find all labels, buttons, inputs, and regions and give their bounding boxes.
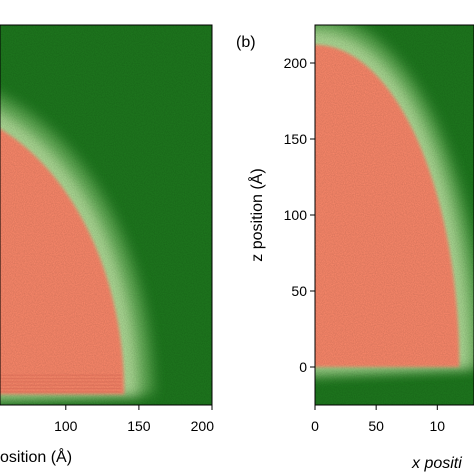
panel-b-y-tick-label: 50 bbox=[291, 283, 307, 299]
panel-a-layer-stripe bbox=[0, 391, 122, 393]
panel-b-x-tick-label: 0 bbox=[311, 418, 319, 434]
panel-a-layering bbox=[0, 374, 122, 393]
panel-a-x-axis-title: osition (Å) bbox=[0, 447, 72, 466]
panel-b-y-axis-title: z position (Å) bbox=[247, 168, 266, 261]
panel-a-frame bbox=[0, 24, 213, 406]
panel-b-x-tick-label: 50 bbox=[368, 418, 384, 434]
panel-b: (b) 0 50 100 150 200 0 50 10 z position (Å) x … bbox=[236, 24, 474, 472]
panel-b-y-tick-label: 200 bbox=[284, 55, 308, 71]
panel-a-layer-stripe bbox=[0, 384, 122, 386]
panel-a-layer-stripe bbox=[0, 377, 122, 380]
panel-b-y-tick-label: 100 bbox=[284, 207, 308, 223]
panel-b-y-ticks: 0 50 100 150 200 bbox=[284, 55, 315, 375]
panel-a-x-ticks: 100 150 200 bbox=[54, 405, 214, 434]
panel-a-noise bbox=[0, 25, 212, 405]
panel-b-y-tick-label: 150 bbox=[284, 131, 308, 147]
panel-a-layer-stripe bbox=[0, 374, 122, 376]
panel-b-x-tick-label: 10 bbox=[430, 418, 446, 434]
panel-a-x-tick-label: 150 bbox=[127, 418, 151, 434]
panel-b-label: (b) bbox=[236, 34, 256, 51]
panel-a-x-tick-label: 100 bbox=[54, 418, 78, 434]
panel-b-noise bbox=[315, 25, 474, 405]
panel-b-y-tick-label: 0 bbox=[299, 359, 307, 375]
panel-b-heatmap bbox=[315, 25, 474, 405]
panel-a-layer-stripe bbox=[0, 387, 122, 390]
panel-a-x-tick-label: 200 bbox=[191, 418, 215, 434]
panel-b-x-axis-title: x positi bbox=[411, 455, 462, 472]
panel-a: 100 150 200 osition (Å) bbox=[0, 24, 214, 466]
panel-b-x-ticks: 0 50 10 bbox=[311, 405, 445, 434]
panel-a-layer-stripe bbox=[0, 381, 122, 383]
panel-a-heatmap bbox=[0, 25, 212, 405]
